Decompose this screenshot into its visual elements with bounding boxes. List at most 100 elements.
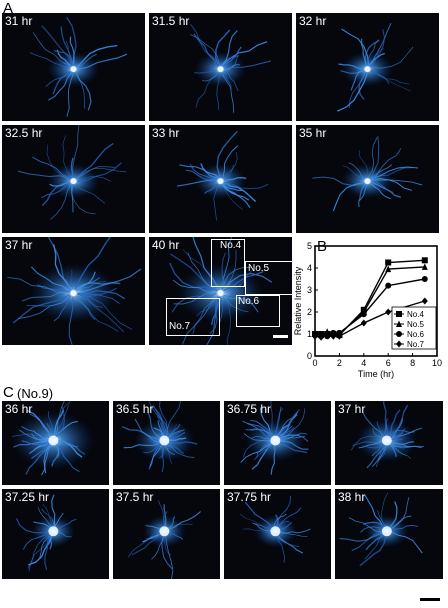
fluorescence-image — [12, 401, 95, 476]
data-point — [385, 282, 392, 289]
roi-label-no4: No.4 — [220, 240, 242, 251]
data-point — [421, 257, 428, 264]
legend-entry: No.7 — [407, 340, 424, 349]
data-point — [330, 332, 337, 340]
frame-c-8: 38 hr — [335, 489, 443, 579]
frame-a-2: 31.5 hr — [149, 13, 292, 121]
time-label: 38 hr — [338, 490, 366, 504]
y-tick-label: 0 — [307, 351, 312, 361]
fluorescence-image — [240, 495, 311, 563]
roi-box-no4 — [211, 239, 245, 287]
data-point — [385, 265, 392, 273]
legend-marker — [396, 320, 402, 327]
data-point — [324, 331, 331, 339]
plot-frame — [314, 245, 438, 357]
y-tick-label: 2 — [307, 307, 312, 317]
panel-c-note: (No.9) — [17, 386, 54, 401]
legend-entry: No.6 — [407, 330, 424, 339]
panel-label-a: A — [3, 0, 14, 17]
x-tick-label: 4 — [361, 358, 366, 368]
legend-marker — [396, 311, 402, 317]
frame-a-4: 32.5 hr — [2, 125, 145, 233]
fluorescence-image — [169, 237, 273, 345]
x-tick-label: 0 — [312, 358, 317, 368]
x-tick-label: 6 — [386, 358, 391, 368]
panel-label-c: C — [3, 384, 14, 401]
frame-c-6: 37.5 hr — [113, 489, 220, 579]
time-label: 33 hr — [152, 126, 180, 140]
roi-label-no7: No.7 — [169, 321, 191, 332]
roi-box-no6 — [236, 295, 280, 327]
fluorescence-image — [350, 401, 425, 469]
frame-a-7: 37 hr — [2, 237, 145, 345]
frame-a-8: 40 hr No.4 No.5 No.6 No.7 — [149, 237, 292, 345]
legend-entry: No.4 — [407, 310, 424, 319]
frame-c-2: 36.5 hr — [113, 401, 220, 485]
y-tick-label: 3 — [307, 285, 312, 295]
fluorescence-image — [7, 237, 142, 345]
frame-a-1: 31 hr — [2, 13, 145, 121]
frame-c-3: 36.75 hr — [224, 401, 331, 485]
fluorescence-image — [15, 494, 77, 572]
time-label: 37.75 hr — [227, 490, 272, 504]
x-tick-label: 8 — [410, 358, 415, 368]
fluorescence-image — [312, 135, 423, 212]
x-tick-label: 2 — [337, 358, 342, 368]
time-label: 37.25 hr — [5, 490, 50, 504]
fluorescence-image — [127, 500, 201, 579]
x-tick-label: 10 — [432, 358, 442, 368]
data-point — [421, 276, 428, 282]
y-tick-label: 1 — [307, 329, 312, 339]
fluorescence-image — [240, 401, 309, 475]
legend-marker — [396, 331, 402, 337]
chart-b: 0 2 4 6 8 10 0 1 2 3 4 5 Time (hr) Relative Intensity… — [292, 238, 444, 390]
panel-label-b: B — [317, 238, 328, 255]
frame-c-5: 37.25 hr — [2, 489, 109, 579]
data-point — [421, 297, 428, 305]
x-axis-label: Time (hr) — [358, 369, 394, 379]
roi-label-no6: No.6 — [238, 296, 260, 307]
time-label: 36.5 hr — [116, 402, 154, 416]
roi-label-no5: No.5 — [248, 263, 270, 274]
time-label: 36 hr — [5, 402, 33, 416]
y-axis-label: Relative Intensity — [293, 266, 303, 335]
data-point — [385, 308, 392, 316]
time-label: 31 hr — [5, 14, 33, 28]
legend-entry: No.5 — [407, 320, 424, 329]
data-point — [312, 332, 318, 340]
roi-box-no5 — [245, 261, 292, 295]
frame-a-3: 32 hr — [296, 13, 439, 121]
data-point — [360, 311, 367, 318]
data-point — [324, 328, 331, 335]
time-label: 36.75 hr — [227, 402, 272, 416]
fluorescence-image — [17, 125, 127, 220]
y-tick-label: 4 — [307, 263, 312, 273]
data-point — [421, 263, 428, 270]
time-label: 37.5 hr — [116, 490, 154, 504]
time-label: 32.5 hr — [5, 126, 43, 140]
fluorescence-image — [121, 401, 198, 473]
time-label: 31.5 hr — [152, 14, 190, 28]
scale-bar-c — [420, 598, 440, 601]
fluorescence-image — [337, 22, 414, 112]
fluorescence-image — [339, 492, 423, 567]
frame-a-5: 33 hr — [149, 125, 292, 233]
legend-marker — [396, 340, 402, 348]
time-label: 35 hr — [299, 126, 327, 140]
roi-box-no7 — [166, 298, 220, 336]
time-label: 37 hr — [338, 402, 366, 416]
data-point — [336, 332, 343, 340]
time-label: 37 hr — [5, 238, 33, 252]
frame-a-6: 35 hr — [296, 125, 439, 233]
time-label: 40 hr — [152, 238, 180, 252]
fluorescence-image — [29, 16, 128, 117]
data-point — [318, 333, 325, 341]
y-tick-label: 5 — [307, 241, 312, 251]
intensity-chart: 0 2 4 6 8 10 0 1 2 3 4 5 Time (hr) Relative Intensity… — [293, 241, 442, 379]
fluorescence-image — [176, 131, 269, 221]
frame-c-1: 36 hr — [2, 401, 109, 485]
fluorescence-image — [190, 23, 272, 113]
time-label: 32 hr — [299, 14, 327, 28]
data-point — [385, 259, 392, 266]
data-point — [360, 319, 367, 327]
